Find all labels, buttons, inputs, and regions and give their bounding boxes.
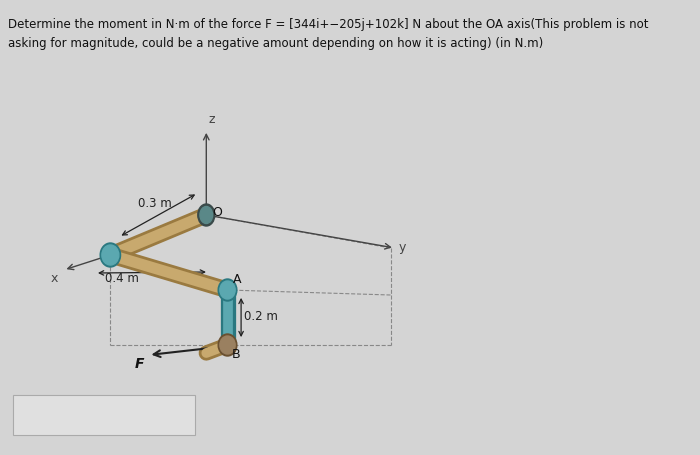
Circle shape — [102, 245, 119, 265]
Circle shape — [220, 336, 235, 354]
Text: A: A — [232, 273, 241, 286]
Text: O: O — [212, 207, 222, 219]
Text: B: B — [232, 348, 240, 361]
Text: 0.2 m: 0.2 m — [244, 310, 279, 324]
Text: 0.4 m: 0.4 m — [104, 272, 139, 284]
Text: F: F — [135, 357, 144, 371]
Text: z: z — [209, 113, 216, 126]
Circle shape — [100, 243, 120, 267]
Ellipse shape — [200, 207, 213, 223]
Text: x: x — [50, 272, 57, 285]
Circle shape — [220, 281, 235, 299]
Ellipse shape — [198, 204, 215, 226]
Circle shape — [218, 279, 237, 301]
Circle shape — [218, 334, 237, 356]
Text: Determine the moment in N·m of the force F = [344i+−205j+102k] N about the OA ax: Determine the moment in N·m of the force… — [8, 18, 649, 50]
Text: y: y — [398, 241, 405, 253]
FancyBboxPatch shape — [13, 395, 195, 435]
Text: 0.3 m: 0.3 m — [139, 197, 172, 210]
